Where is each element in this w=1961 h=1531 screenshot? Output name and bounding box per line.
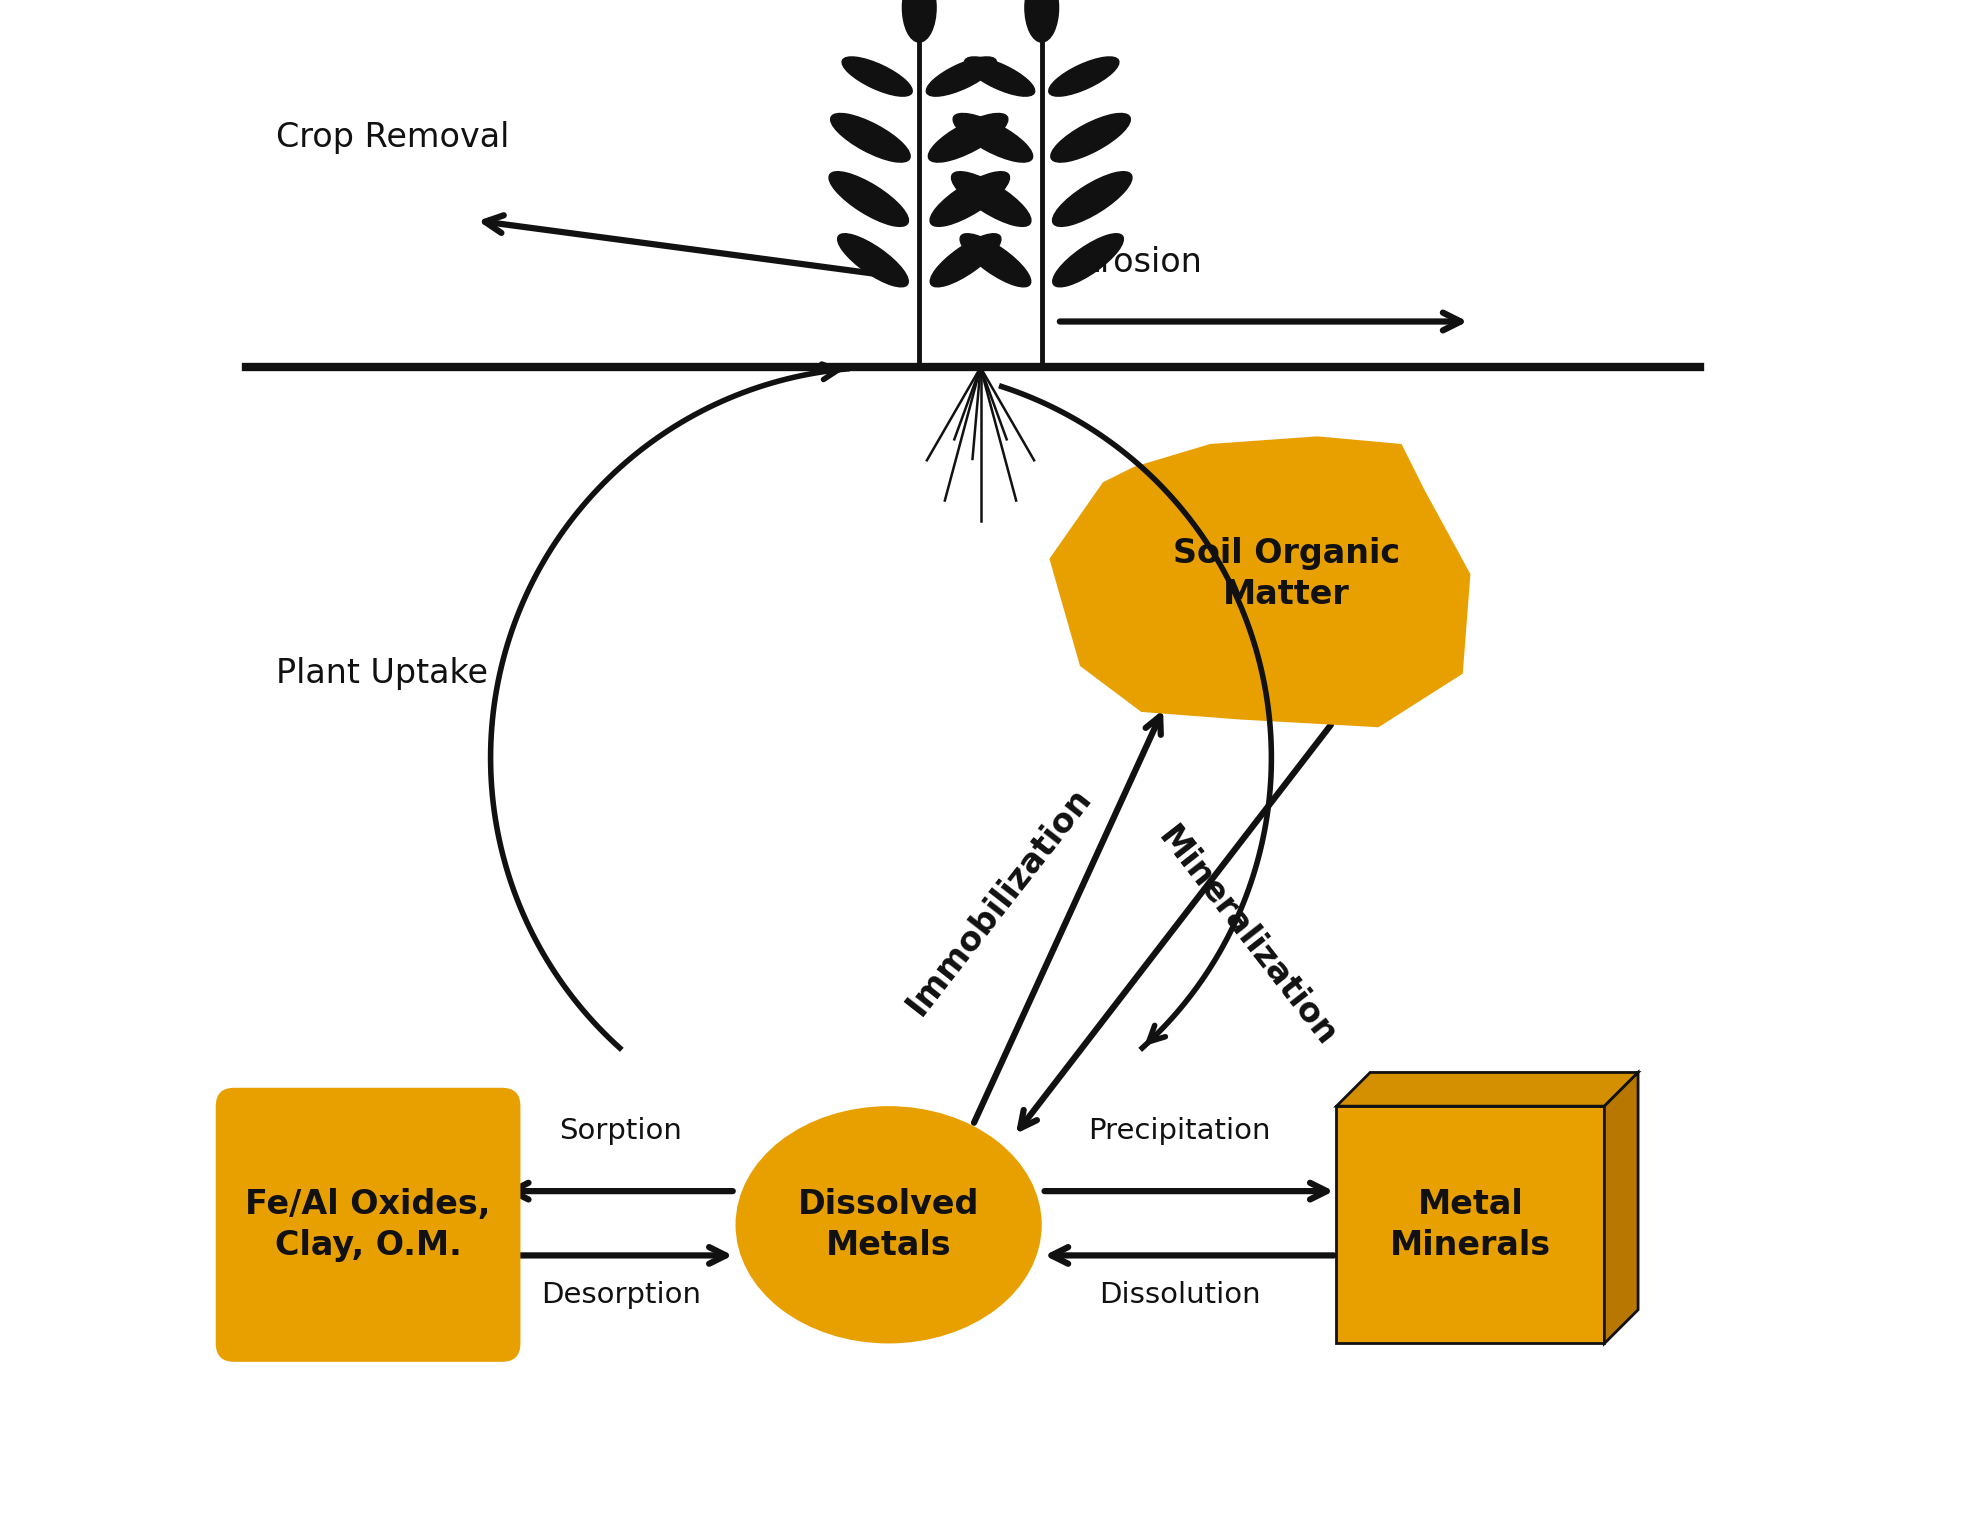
Ellipse shape [837,234,908,286]
Ellipse shape [953,113,1033,162]
Ellipse shape [1026,0,1059,41]
Ellipse shape [735,1105,1041,1344]
Ellipse shape [1051,113,1130,162]
Text: Metal
Minerals: Metal Minerals [1390,1188,1551,1262]
Ellipse shape [1053,171,1131,227]
Text: Erosion: Erosion [1081,245,1202,279]
Text: Plant Uptake: Plant Uptake [277,657,488,690]
Ellipse shape [930,234,1000,286]
Polygon shape [1337,1105,1604,1344]
Ellipse shape [841,57,912,96]
Text: Dissolution: Dissolution [1098,1281,1261,1309]
Ellipse shape [902,0,935,41]
Ellipse shape [928,113,1008,162]
Text: Desorption: Desorption [541,1281,700,1309]
Text: Precipitation: Precipitation [1088,1118,1271,1145]
Ellipse shape [831,113,910,162]
Ellipse shape [930,171,1010,227]
Text: Crop Removal: Crop Removal [277,121,510,155]
Ellipse shape [961,234,1031,286]
Text: Immobilization: Immobilization [900,781,1098,1021]
Ellipse shape [830,171,908,227]
Ellipse shape [1049,57,1120,96]
Text: Soil Organic
Matter: Soil Organic Matter [1173,537,1400,611]
Ellipse shape [951,171,1031,227]
Text: Dissolved
Metals: Dissolved Metals [798,1188,979,1262]
Text: Fe/Al Oxides,
Clay, O.M.: Fe/Al Oxides, Clay, O.M. [245,1188,490,1262]
Text: Mineralization: Mineralization [1151,821,1343,1053]
Polygon shape [1049,436,1471,727]
Polygon shape [1337,1072,1637,1105]
Polygon shape [1604,1072,1637,1344]
Text: Sorption: Sorption [559,1118,682,1145]
FancyBboxPatch shape [216,1087,520,1363]
Ellipse shape [1053,234,1124,286]
Ellipse shape [926,57,996,96]
Ellipse shape [965,57,1035,96]
